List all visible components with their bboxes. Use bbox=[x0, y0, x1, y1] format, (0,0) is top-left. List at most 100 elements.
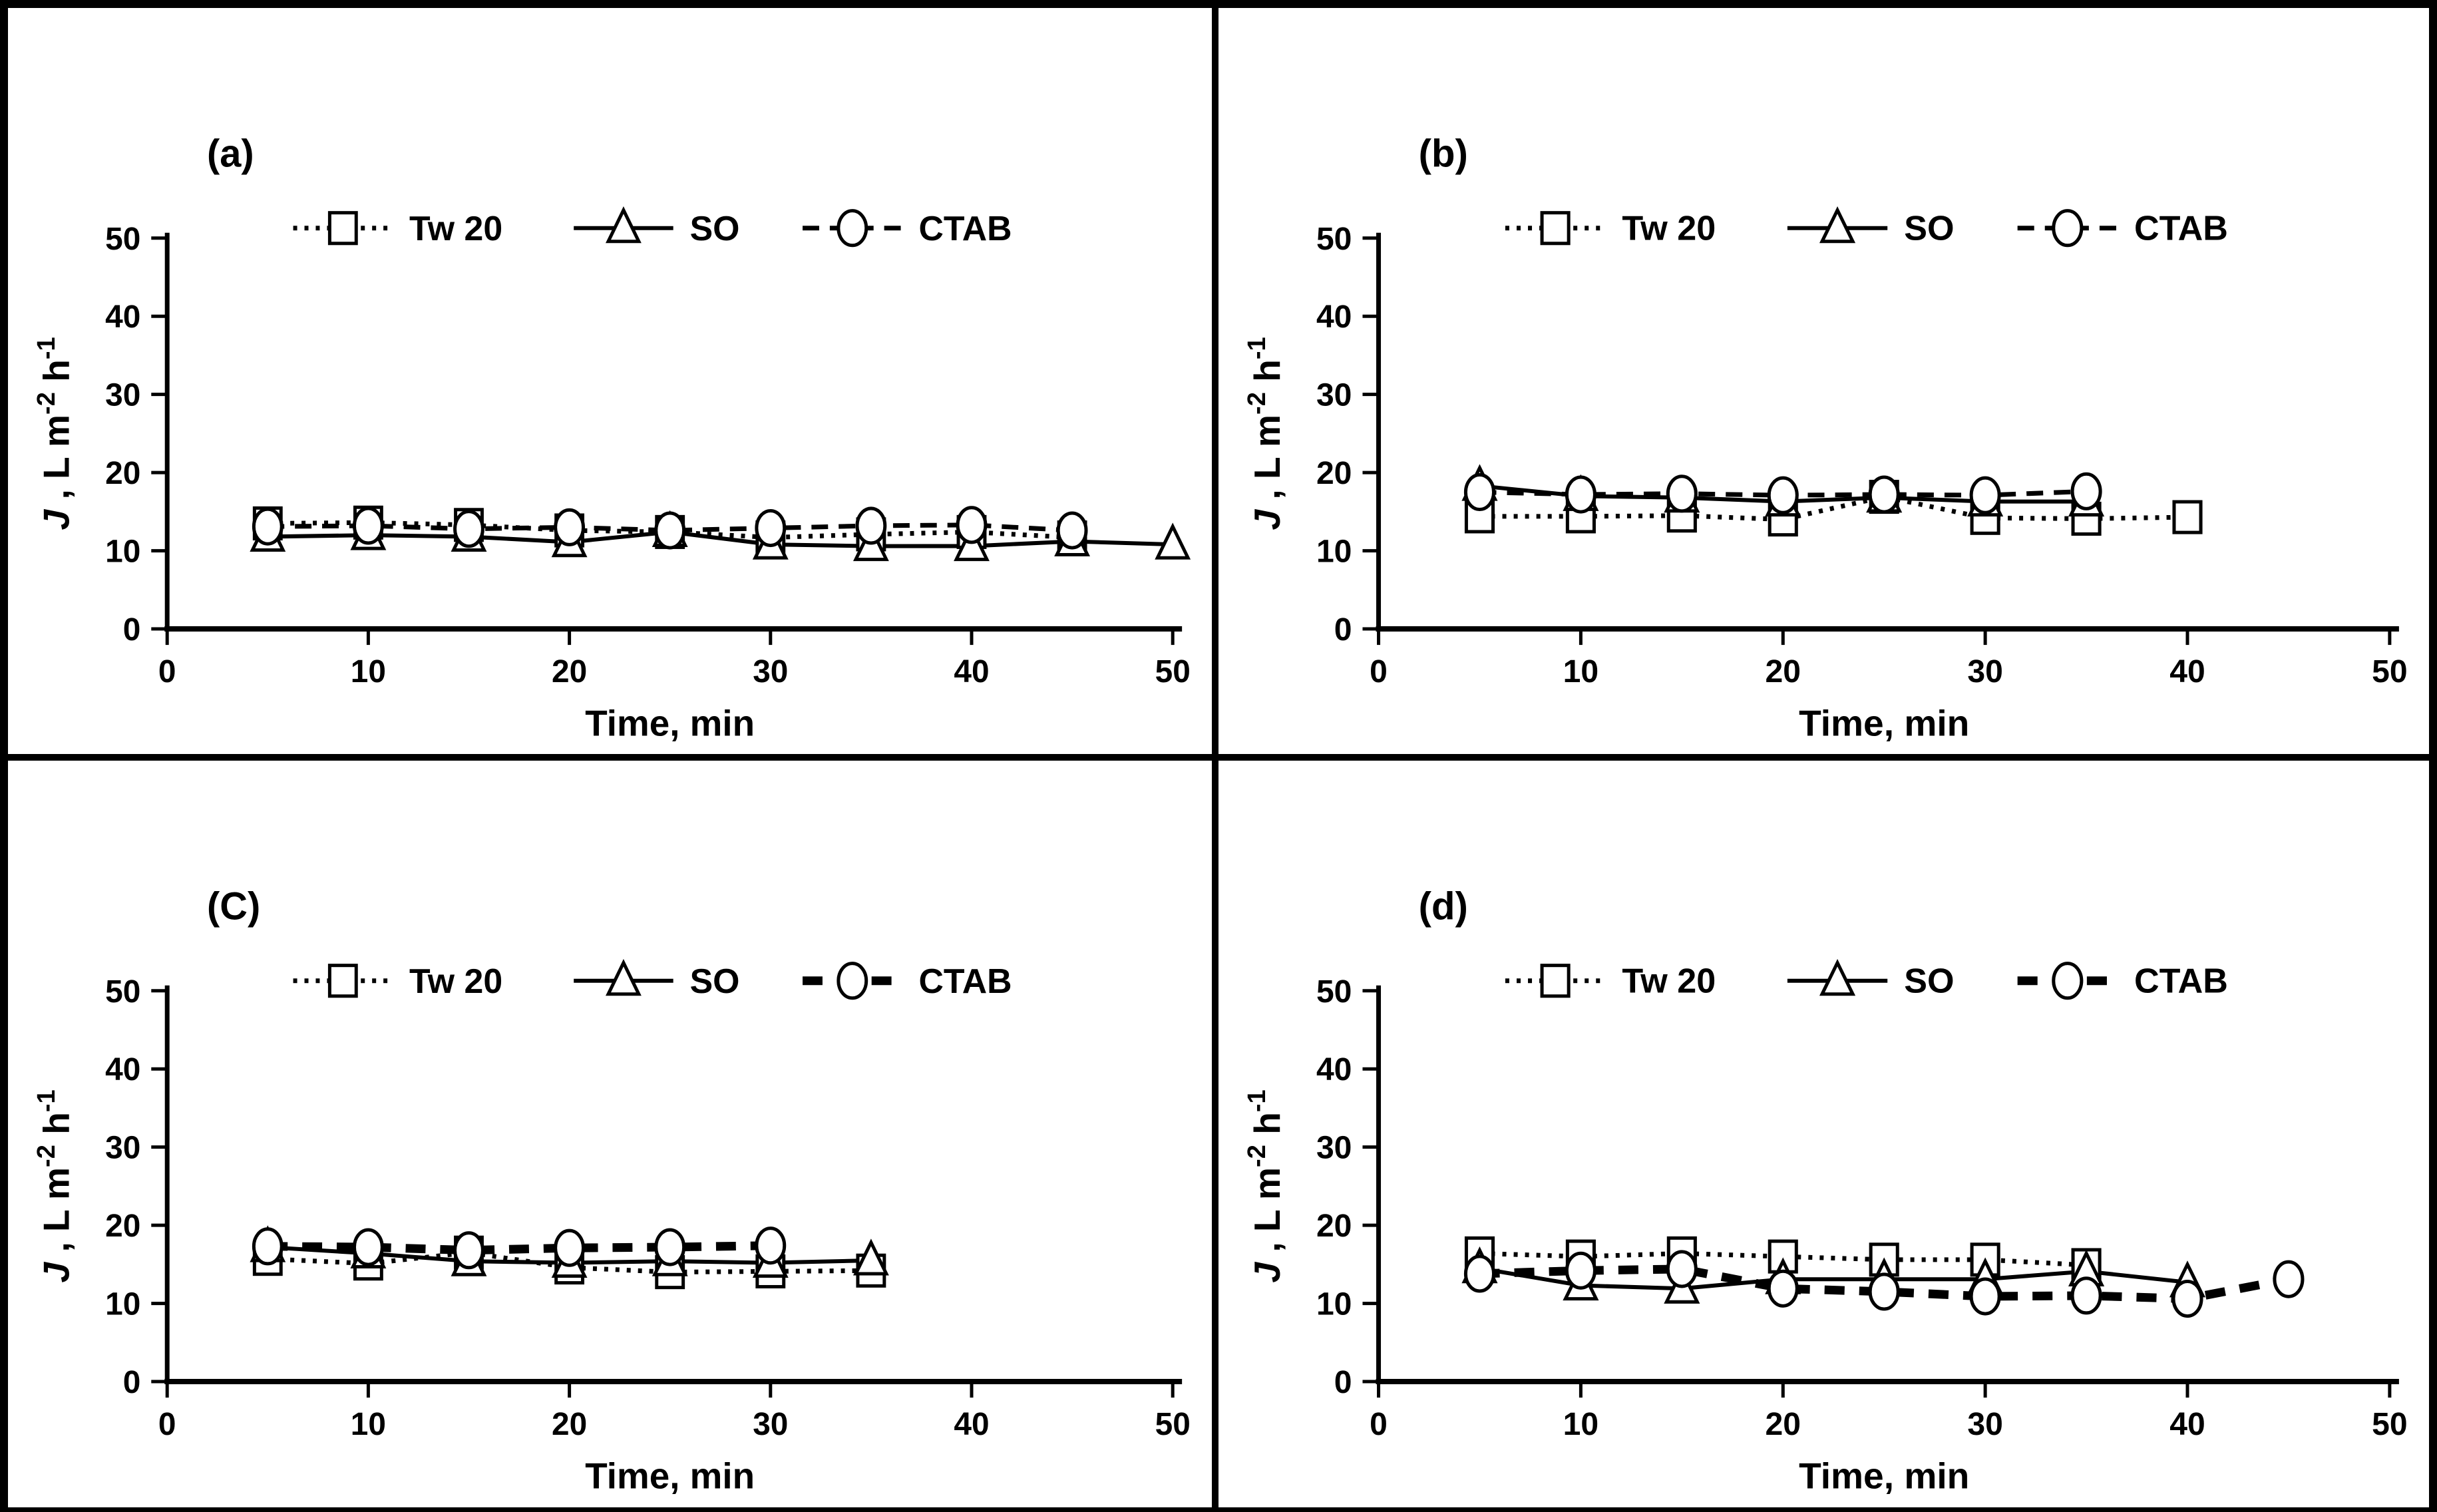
panel-b: (b) 0 10 20 30 40 50 0 10 20 30 40 50 Time, min J , L … bbox=[1218, 8, 2429, 761]
y-tick-label: 50 bbox=[105, 222, 140, 257]
panel-a: (a) 0 10 20 30 40 50 0 10 20 30 40 50 Time, min J , L … bbox=[8, 8, 1218, 761]
x-tick-label: 20 bbox=[552, 1408, 587, 1443]
data-point-marker bbox=[1463, 472, 1496, 512]
x-tick-label: 0 bbox=[158, 654, 176, 689]
data-point-marker bbox=[1565, 1252, 1596, 1290]
panel-label: (b) bbox=[1419, 132, 1468, 176]
data-point-marker bbox=[453, 1231, 484, 1270]
x-tick-label: 0 bbox=[1370, 1407, 1388, 1443]
y-tick-label: 20 bbox=[105, 1209, 140, 1244]
x-tick-label: 10 bbox=[351, 654, 386, 689]
y-axis-title: J , L m-2 h-1 bbox=[33, 337, 77, 530]
x-tick-label: 50 bbox=[1155, 1408, 1191, 1443]
data-point-marker bbox=[352, 1228, 384, 1267]
data-point-marker bbox=[1969, 476, 2001, 514]
legend-label: Tw 20 bbox=[409, 962, 502, 1001]
legend-item-tw-20: Tw 20 bbox=[293, 962, 502, 1001]
data-point-marker bbox=[252, 507, 283, 546]
data-point-marker bbox=[956, 506, 988, 544]
legend-item-tw-20: Tw 20 bbox=[1505, 210, 1716, 248]
x-tick-label: 50 bbox=[2372, 1407, 2408, 1443]
x-tick-label: 10 bbox=[351, 1408, 386, 1443]
x-tick-label: 20 bbox=[1766, 1407, 1801, 1443]
legend-label: Tw 20 bbox=[1622, 210, 1716, 248]
legend-circle-marker bbox=[2052, 962, 2084, 1000]
y-tick-label: 0 bbox=[123, 1365, 141, 1400]
data-point-marker bbox=[554, 1229, 586, 1268]
data-point-marker bbox=[1056, 511, 1088, 550]
y-tick-label: 0 bbox=[1334, 1365, 1352, 1401]
data-point-marker bbox=[1868, 1272, 1900, 1311]
series-markers-ctab bbox=[1463, 472, 2102, 514]
data-point-marker bbox=[2070, 1276, 2102, 1315]
y-axis-title: J , L m-2 h-1 bbox=[1243, 1090, 1288, 1283]
data-point-marker bbox=[1868, 475, 1900, 514]
series-line bbox=[1479, 1264, 2290, 1304]
legend-square-marker bbox=[327, 211, 358, 246]
x-tick-label: 30 bbox=[1967, 1407, 2003, 1443]
x-axis-title: Time, min bbox=[1799, 702, 1969, 743]
data-point-marker bbox=[654, 1228, 686, 1267]
panel-label: (C) bbox=[207, 886, 260, 928]
data-point-marker bbox=[852, 1238, 889, 1276]
legend-square-marker bbox=[1540, 211, 1571, 246]
y-axis-title: J , L m-2 h-1 bbox=[33, 1090, 77, 1283]
x-tick-label: 50 bbox=[2372, 654, 2408, 689]
x-tick-label: 10 bbox=[1563, 654, 1599, 689]
series-markers-ctab bbox=[252, 506, 1088, 550]
legend-item-so: SO bbox=[1787, 959, 1955, 1001]
legend-circle-marker bbox=[837, 209, 868, 248]
legend-label: Tw 20 bbox=[1622, 962, 1716, 1001]
panel-label: (d) bbox=[1419, 885, 1468, 928]
series-ctab bbox=[268, 1241, 771, 1255]
y-tick-label: 40 bbox=[105, 299, 140, 335]
series-markers-ctab bbox=[252, 1227, 787, 1270]
series-tw-20 bbox=[1479, 494, 2188, 522]
series-line bbox=[1479, 1266, 2188, 1291]
chart-panel-a: (a) 0 10 20 30 40 50 0 10 20 30 40 50 Time, min J , L … bbox=[33, 132, 1191, 743]
panel-c: (C) 0 10 20 30 40 50 0 10 20 30 40 50 Time, min J , L … bbox=[8, 761, 1218, 1507]
data-point-marker bbox=[755, 508, 787, 548]
x-tick-label: 30 bbox=[753, 654, 788, 689]
data-point-marker bbox=[1666, 474, 1698, 513]
x-tick-label: 30 bbox=[1967, 654, 2003, 689]
legend-label: CTAB bbox=[2134, 962, 2228, 1001]
legend-item-so: SO bbox=[1787, 206, 1955, 248]
legend-triangle-marker bbox=[1819, 959, 1856, 996]
data-point-marker bbox=[1768, 1240, 1798, 1274]
series-line bbox=[268, 1241, 771, 1255]
y-tick-label: 50 bbox=[105, 974, 140, 1010]
legend-item-ctab: CTAB bbox=[2017, 209, 2228, 248]
legend: Tw 20 SO CTAB bbox=[1505, 206, 2228, 248]
data-point-marker bbox=[1767, 476, 1799, 514]
x-tick-label: 30 bbox=[753, 1408, 788, 1443]
legend-label: SO bbox=[1904, 210, 1954, 248]
y-tick-label: 30 bbox=[105, 378, 140, 413]
data-point-marker bbox=[2273, 1260, 2305, 1299]
y-tick-label: 20 bbox=[1316, 1209, 1352, 1244]
x-tick-label: 40 bbox=[2169, 1407, 2205, 1443]
legend-item-ctab: CTAB bbox=[803, 209, 1012, 248]
legend-square-marker bbox=[1540, 964, 1571, 998]
legend-square-marker bbox=[327, 964, 358, 998]
legend-label: CTAB bbox=[918, 962, 1012, 1001]
x-tick-label: 50 bbox=[1155, 654, 1191, 689]
legend-label: Tw 20 bbox=[409, 210, 502, 248]
panel-label: (a) bbox=[207, 132, 254, 175]
data-point-marker bbox=[1666, 1250, 1698, 1288]
legend-triangle-marker bbox=[606, 206, 642, 244]
y-tick-label: 10 bbox=[1316, 534, 1352, 570]
x-axis-title: Time, min bbox=[585, 702, 755, 743]
chart-panel-d: (d) 0 10 20 30 40 50 0 10 20 30 40 50 Time, min J , L … bbox=[1243, 885, 2408, 1497]
data-point-marker bbox=[654, 511, 686, 550]
series-line bbox=[1479, 494, 2188, 522]
legend-circle-marker bbox=[2052, 209, 2084, 248]
legend-triangle-marker bbox=[1819, 206, 1856, 244]
y-tick-label: 20 bbox=[105, 456, 140, 491]
y-tick-label: 20 bbox=[1316, 455, 1352, 491]
legend-item-ctab: CTAB bbox=[803, 962, 1012, 1001]
data-point-marker bbox=[2070, 472, 2102, 510]
legend-label: SO bbox=[1904, 962, 1954, 1001]
data-point-marker bbox=[1969, 1277, 2001, 1316]
